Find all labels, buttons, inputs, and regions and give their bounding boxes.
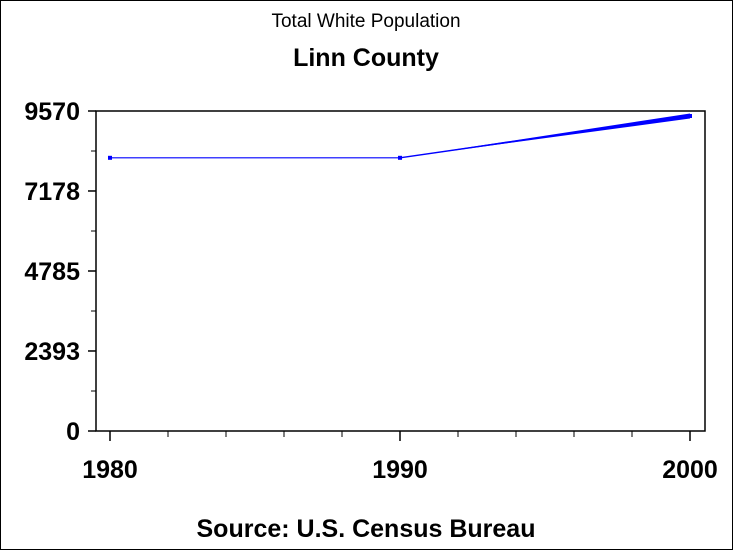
series-segment-thick bbox=[400, 113, 690, 158]
x-tick-label: 1980 bbox=[82, 456, 138, 484]
x-tick-label: 1990 bbox=[372, 456, 428, 484]
y-tick-label: 0 bbox=[66, 418, 80, 446]
data-point bbox=[108, 155, 112, 160]
y-tick-label: 2393 bbox=[24, 338, 80, 366]
y-tick-label: 4785 bbox=[24, 258, 80, 286]
chart-title: Linn County bbox=[293, 44, 439, 72]
data-point bbox=[398, 155, 402, 160]
y-tick-label: 9570 bbox=[24, 98, 80, 126]
chart-subtitle: Total White Population bbox=[271, 11, 460, 32]
chart-footnote: Source: U.S. Census Bureau bbox=[197, 515, 536, 543]
x-tick-label: 2000 bbox=[662, 456, 718, 484]
data-point bbox=[688, 114, 692, 119]
y-tick-label: 7178 bbox=[24, 178, 80, 206]
